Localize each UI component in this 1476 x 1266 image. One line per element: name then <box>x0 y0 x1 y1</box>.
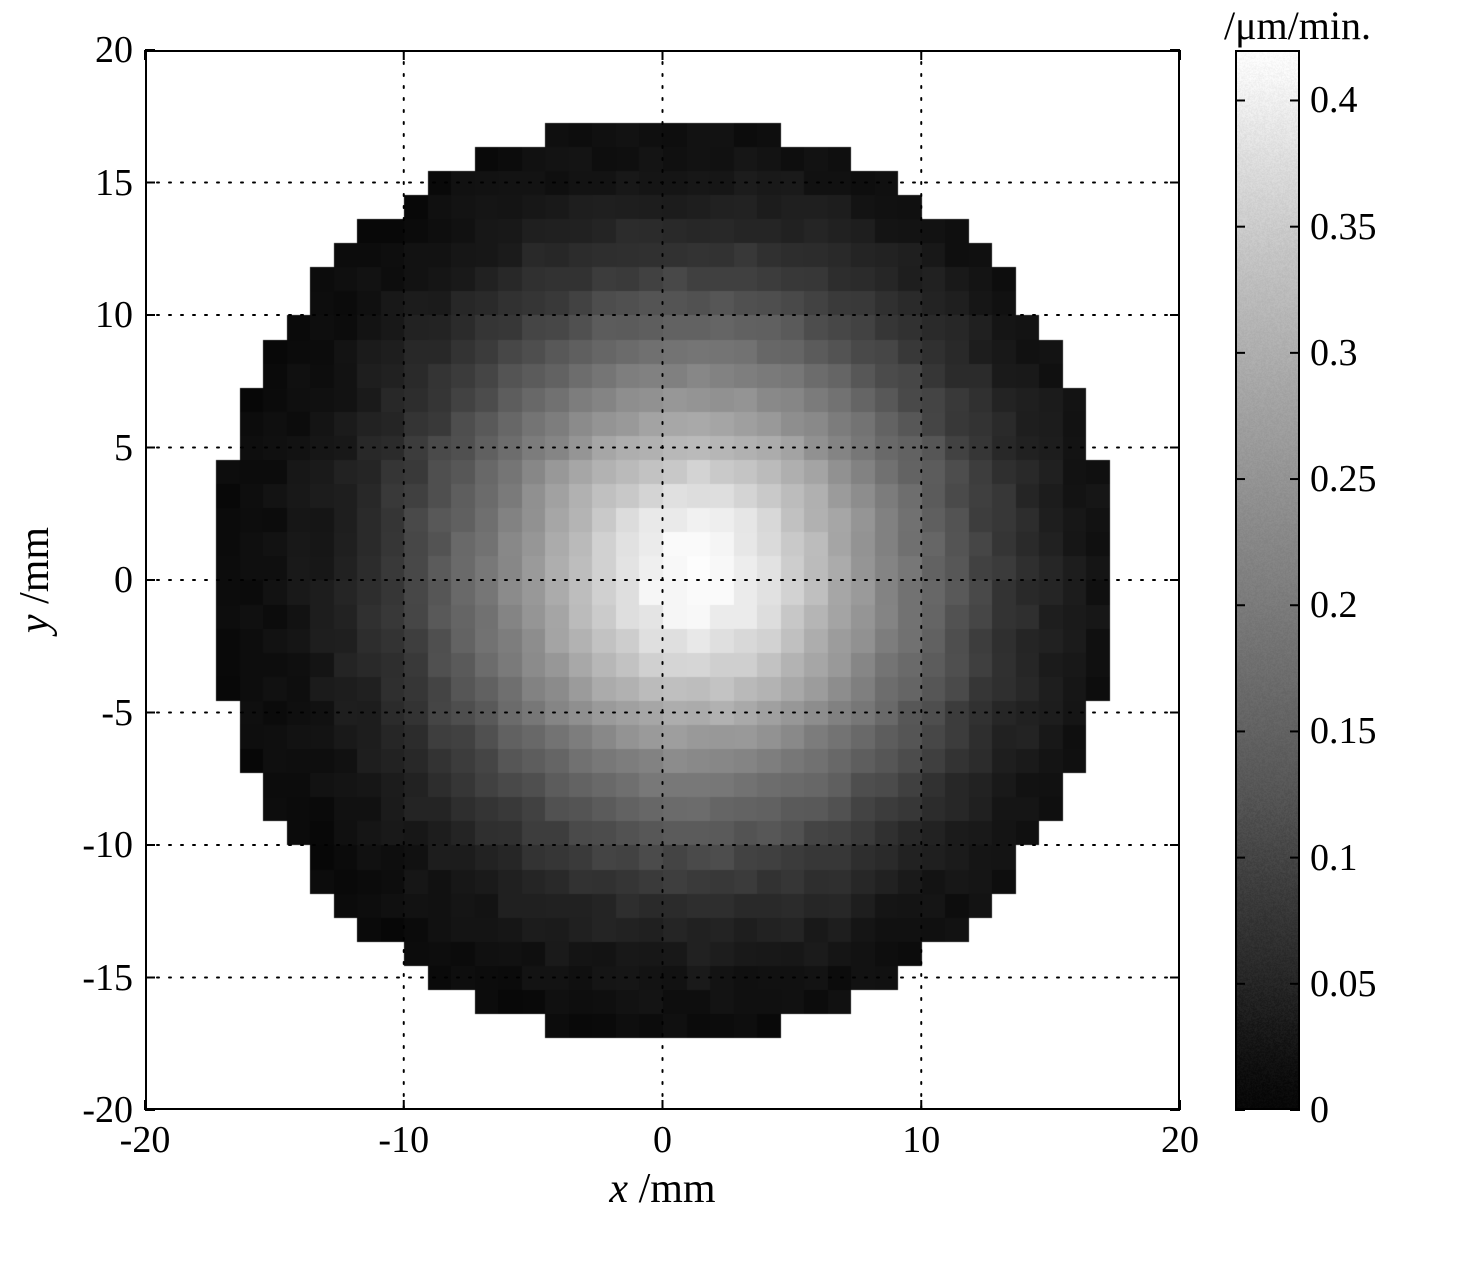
colorbar-box <box>1235 50 1300 1110</box>
axes-box <box>145 50 1180 1110</box>
colorbar-tick-label: 0.15 <box>1310 709 1377 753</box>
colorbar-tick-label: 0.3 <box>1310 331 1358 375</box>
x-tick-label: 20 <box>1161 1118 1199 1162</box>
x-tick-label: 10 <box>902 1118 940 1162</box>
x-axis-label: x /mm <box>609 1165 715 1213</box>
colorbar-tick-label: 0.1 <box>1310 836 1358 880</box>
y-tick-label: 20 <box>95 28 133 72</box>
y-axis-label: y /mm <box>11 527 59 633</box>
y-tick-label: 15 <box>95 161 133 205</box>
colorbar-tick-label: 0.25 <box>1310 457 1377 501</box>
y-tick-label: -5 <box>101 691 133 735</box>
y-tick-label: -15 <box>82 956 133 1000</box>
y-tick-label: -20 <box>82 1088 133 1132</box>
colorbar-tick-label: 0.05 <box>1310 962 1377 1006</box>
colorbar-tick-label: 0.2 <box>1310 583 1358 627</box>
y-tick-label: 10 <box>95 293 133 337</box>
y-tick-label: 5 <box>114 426 133 470</box>
colorbar-tick-label: 0 <box>1310 1088 1329 1132</box>
x-tick-label: 0 <box>653 1118 672 1162</box>
colorbar-tick-label: 0.4 <box>1310 78 1358 122</box>
x-tick-label: -10 <box>378 1118 429 1162</box>
figure-root: -20-1001020 -20-15-10-505101520 x /mm y … <box>0 0 1476 1266</box>
y-tick-label: -10 <box>82 823 133 867</box>
colorbar-title: /μm/min. <box>1224 2 1371 49</box>
colorbar-tick-label: 0.35 <box>1310 205 1377 249</box>
y-tick-label: 0 <box>114 558 133 602</box>
